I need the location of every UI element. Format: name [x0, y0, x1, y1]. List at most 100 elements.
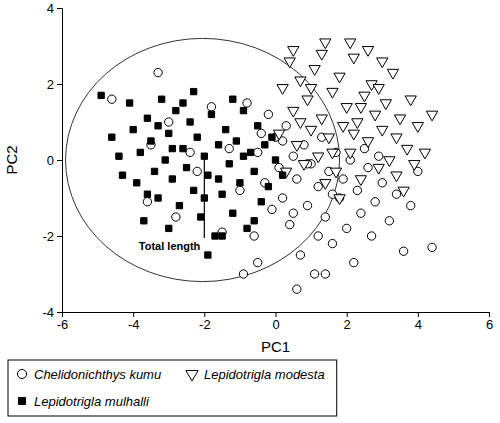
- point: [176, 202, 182, 208]
- tick: 0: [272, 312, 279, 332]
- point: [355, 104, 366, 114]
- chart: -6-4-20246-4-2024PC1PC2Total lengthCheli…: [0, 0, 500, 423]
- point: [240, 107, 246, 113]
- point: [264, 110, 272, 118]
- legend-label: Lepidotrigla mulhalli: [34, 394, 150, 409]
- point: [385, 217, 393, 225]
- point: [155, 195, 161, 201]
- annotation: Total length: [139, 240, 201, 252]
- point: [375, 152, 383, 160]
- legend-item: Lepidotrigla modesta: [186, 367, 325, 382]
- point: [190, 88, 196, 94]
- point: [144, 115, 150, 121]
- point: [373, 164, 384, 174]
- point: [355, 176, 366, 186]
- point: [316, 50, 327, 60]
- legend-label: Lepidotrigla modesta: [204, 367, 325, 382]
- point: [371, 198, 379, 206]
- series: [108, 68, 437, 293]
- loading-vector: [204, 160, 205, 238]
- point: [348, 54, 359, 64]
- point: [169, 145, 175, 151]
- point: [321, 270, 329, 278]
- point: [240, 153, 246, 159]
- point: [398, 187, 409, 197]
- point: [225, 144, 233, 152]
- point: [323, 134, 334, 144]
- point: [295, 77, 306, 87]
- point: [293, 175, 301, 183]
- point: [309, 66, 320, 76]
- point: [278, 194, 286, 202]
- point: [151, 168, 157, 174]
- point: [243, 99, 251, 107]
- point: [148, 138, 154, 144]
- point: [277, 85, 288, 95]
- point: [187, 119, 193, 125]
- point: [369, 111, 380, 121]
- point: [219, 233, 225, 239]
- point: [205, 252, 211, 258]
- point: [302, 96, 313, 106]
- point: [295, 119, 306, 129]
- tick-mark: [57, 312, 62, 313]
- point: [412, 123, 423, 133]
- correlation-circle: [66, 38, 340, 281]
- point: [314, 182, 322, 190]
- point: [180, 100, 186, 106]
- point: [137, 149, 143, 155]
- legend-item: Chelidonichthys kumu: [17, 367, 161, 382]
- point: [236, 186, 244, 194]
- point: [169, 176, 175, 182]
- tick-label: 4: [415, 317, 422, 332]
- point: [180, 145, 186, 151]
- point: [155, 123, 161, 129]
- point: [116, 153, 122, 159]
- plot-area: [66, 38, 438, 293]
- point: [384, 157, 395, 167]
- point: [230, 96, 236, 102]
- point: [108, 95, 116, 103]
- point: [289, 209, 297, 217]
- tick-label: 0: [47, 153, 54, 168]
- point: [327, 149, 338, 159]
- point: [254, 258, 262, 266]
- tick: -2: [42, 229, 62, 244]
- point: [190, 187, 196, 193]
- point: [288, 47, 299, 57]
- point: [409, 161, 420, 171]
- tick-label: 4: [47, 1, 54, 16]
- tick-mark: [57, 84, 62, 85]
- tick: -4: [128, 312, 140, 332]
- point: [320, 39, 331, 49]
- point: [279, 172, 285, 178]
- tick-label: -4: [128, 317, 140, 332]
- point: [130, 126, 136, 132]
- y-axis-title: PC2: [3, 145, 20, 174]
- point: [193, 167, 201, 175]
- point: [353, 186, 361, 194]
- tick-mark: [57, 8, 62, 9]
- legend-box: [8, 360, 337, 416]
- point: [109, 134, 115, 140]
- legend-symbol: [186, 370, 198, 381]
- point: [205, 172, 211, 178]
- point: [339, 175, 347, 183]
- point: [126, 100, 132, 106]
- point: [186, 148, 194, 156]
- tick-label: -4: [42, 305, 54, 320]
- point: [341, 104, 352, 114]
- point: [144, 191, 150, 197]
- point: [334, 195, 345, 205]
- point: [350, 258, 358, 266]
- series: [98, 88, 286, 258]
- point: [327, 88, 338, 98]
- point: [298, 161, 309, 171]
- point: [316, 115, 327, 125]
- point: [223, 126, 229, 132]
- point: [172, 213, 180, 221]
- tick: -2: [199, 312, 211, 332]
- point: [98, 92, 104, 98]
- x-axis: -6-4-20246: [57, 312, 493, 332]
- point: [387, 69, 398, 79]
